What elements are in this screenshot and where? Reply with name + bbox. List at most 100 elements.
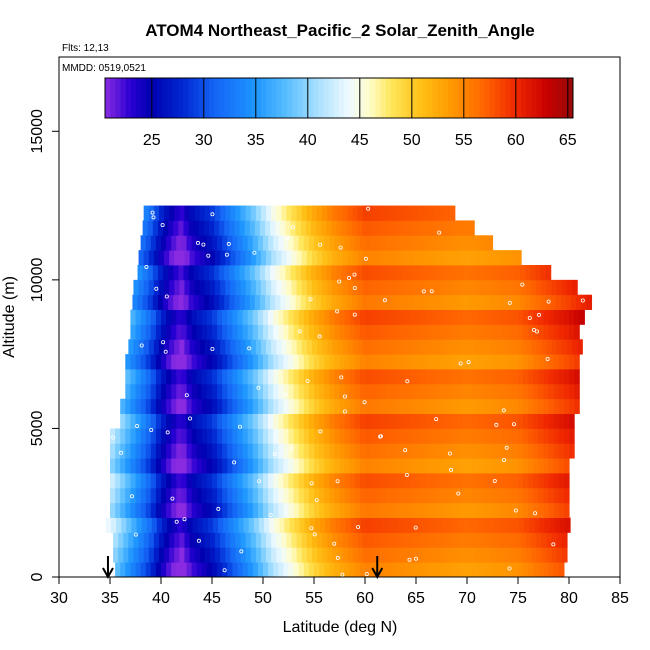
heatmap-cell xyxy=(477,398,483,414)
heatmap-cell xyxy=(402,220,409,236)
heatmap-cell xyxy=(166,383,172,400)
heatmap-cell xyxy=(161,458,167,474)
heatmap-cell xyxy=(161,473,167,489)
heatmap-cell xyxy=(502,428,509,444)
heatmap-cell xyxy=(449,279,456,296)
heatmap-cell xyxy=(166,428,172,444)
heatmap-cell xyxy=(327,205,333,221)
heatmap-cell xyxy=(316,265,322,281)
heatmap-cell xyxy=(395,413,402,429)
heatmap-cell xyxy=(380,502,386,518)
heatmap-cell xyxy=(347,547,354,563)
heatmap-cell xyxy=(275,265,281,281)
heatmap-cell xyxy=(390,487,397,504)
heatmap-cell xyxy=(375,487,381,504)
heatmap-cell xyxy=(347,205,354,221)
heatmap-cell xyxy=(230,532,237,548)
heatmap-cell xyxy=(196,383,203,400)
heatmap-cell xyxy=(181,562,188,577)
heatmap-cell xyxy=(436,413,443,429)
heatmap-cell xyxy=(551,339,558,355)
heatmap-cell xyxy=(342,339,349,355)
heatmap-cell xyxy=(535,294,542,310)
heatmap-cell xyxy=(357,532,364,548)
heatmap-cell xyxy=(429,532,435,548)
heatmap-cell xyxy=(339,562,346,577)
heatmap-cell xyxy=(110,502,116,518)
heatmap-cell xyxy=(477,443,483,459)
heatmap-cell xyxy=(201,309,208,325)
heatmap-cell xyxy=(482,235,488,251)
heatmap-cell xyxy=(474,265,480,281)
heatmap-cell xyxy=(314,324,320,340)
heatmap-cell xyxy=(342,532,349,548)
heatmap-cell xyxy=(370,413,376,429)
heatmap-cell xyxy=(464,547,471,563)
heatmap-cell xyxy=(446,324,453,340)
heatmap-cell xyxy=(538,369,545,385)
heatmap-cell xyxy=(400,487,407,504)
heatmap-cell xyxy=(521,547,527,563)
heatmap-cell xyxy=(150,398,157,414)
heatmap-cell xyxy=(225,532,231,548)
sample-point-marker xyxy=(407,557,412,562)
heatmap-cell xyxy=(342,250,349,266)
heatmap-cell xyxy=(150,473,157,489)
colorbar-swatch xyxy=(235,78,241,118)
heatmap-cell xyxy=(293,354,300,370)
heatmap-cell xyxy=(429,205,435,221)
sample-point-marker xyxy=(533,511,538,516)
heatmap-cell xyxy=(193,294,200,310)
heatmap-cell xyxy=(176,324,182,340)
heatmap-cell xyxy=(410,458,417,474)
heatmap-cell xyxy=(448,220,455,236)
heatmap-cell xyxy=(212,354,218,370)
heatmap-cell xyxy=(145,428,152,444)
heatmap-cell xyxy=(494,265,501,281)
heatmap-cell xyxy=(204,547,211,563)
heatmap-cell xyxy=(266,279,272,296)
heatmap-cell xyxy=(157,265,164,281)
heatmap-cell xyxy=(386,517,393,533)
heatmap-cell xyxy=(237,487,244,504)
heatmap-cell xyxy=(298,309,305,325)
colorbar-swatch xyxy=(541,78,548,118)
heatmap-cell xyxy=(492,354,499,370)
heatmap-cell xyxy=(280,265,287,281)
heatmap-cell xyxy=(153,250,160,266)
heatmap-cell xyxy=(421,398,427,414)
heatmap-cell xyxy=(416,383,422,400)
sample-point-marker xyxy=(527,315,532,320)
y-tick-label: 0 xyxy=(29,572,46,581)
heatmap-cell xyxy=(135,413,142,429)
heatmap-cell xyxy=(538,502,545,518)
heatmap-cell xyxy=(359,562,366,577)
heatmap-cell xyxy=(232,354,239,370)
colorbar-swatch xyxy=(287,78,293,118)
heatmap-cell xyxy=(347,339,354,355)
heatmap-cell xyxy=(158,339,165,355)
heatmap-cell xyxy=(512,502,519,518)
heatmap-cell xyxy=(456,398,463,414)
heatmap-cell xyxy=(161,443,167,459)
heatmap-cell xyxy=(171,235,177,251)
heatmap-cell xyxy=(395,473,402,489)
heatmap-cell xyxy=(507,473,514,489)
heatmap-cell xyxy=(252,309,259,325)
heatmap-cell xyxy=(257,458,264,474)
heatmap-cell xyxy=(135,562,142,577)
heatmap-cell xyxy=(308,502,315,518)
heatmap-cell xyxy=(408,339,415,355)
heatmap-cell xyxy=(212,398,218,414)
heatmap-cell xyxy=(128,532,135,548)
heatmap-cell xyxy=(196,369,203,385)
heatmap-cell xyxy=(349,473,356,489)
heatmap-cell xyxy=(143,250,150,266)
sample-point-marker xyxy=(437,230,442,235)
heatmap-cell xyxy=(147,294,154,310)
heatmap-cell xyxy=(263,473,269,489)
sample-point-marker xyxy=(283,392,288,397)
heatmap-cell xyxy=(191,309,198,325)
heatmap-cell xyxy=(523,473,529,489)
heatmap-cell xyxy=(196,354,203,370)
